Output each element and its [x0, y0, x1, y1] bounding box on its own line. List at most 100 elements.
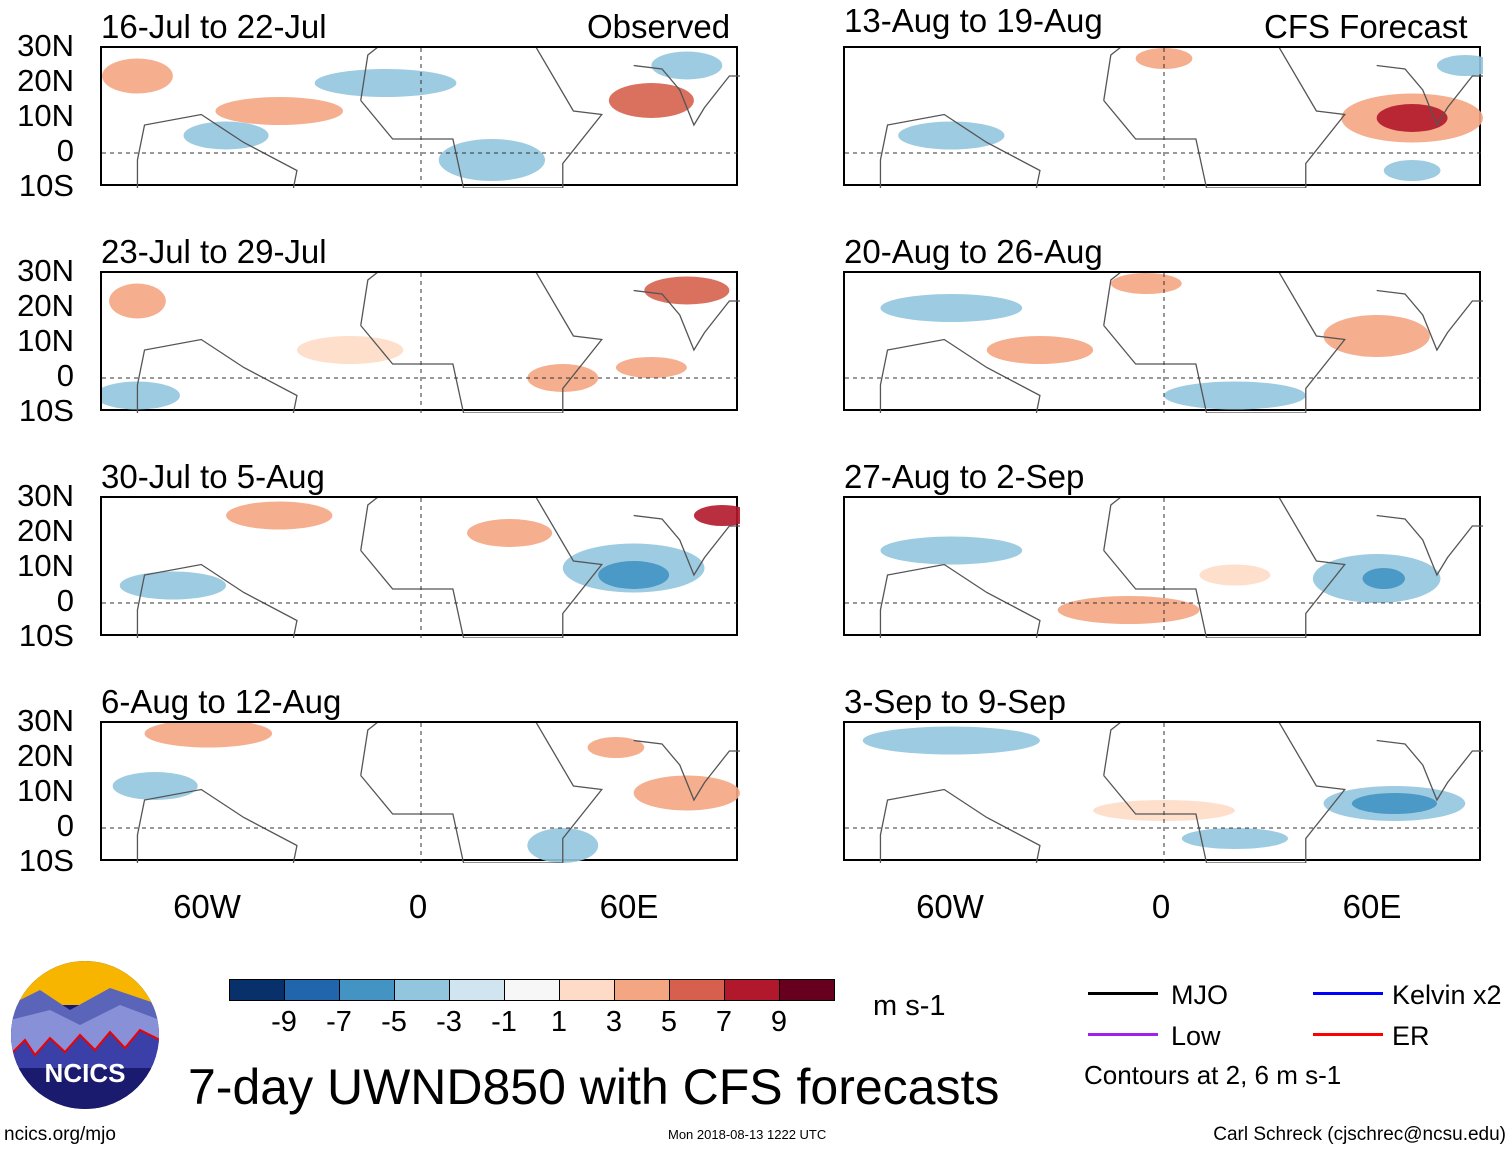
- forecast-label: CFS Forecast: [1264, 8, 1468, 45]
- colorbar-swatch: [449, 979, 505, 1001]
- anomaly-shading: [226, 501, 333, 530]
- anomaly-shading: [633, 775, 740, 811]
- anomaly-shading: [1164, 381, 1306, 410]
- anomaly-shading: [1110, 273, 1182, 294]
- lat-label: 0: [56, 583, 74, 618]
- legend-kelvin-label: Kelvin x2: [1392, 980, 1502, 1010]
- lat-label: 10S: [18, 393, 74, 428]
- asia-coastline: [633, 289, 740, 352]
- asia-coastline: [633, 514, 740, 577]
- lon-label-left-60e: 60E: [599, 888, 659, 925]
- africa-coastline: [360, 273, 603, 413]
- colorbar-tick: -9: [271, 1006, 297, 1038]
- figure-title: 7-day UWND850 with CFS forecasts: [188, 1059, 1000, 1115]
- colorbar-swatch: [339, 979, 395, 1001]
- colorbar-swatch: [394, 979, 450, 1001]
- anomaly-shading: [109, 283, 166, 319]
- lat-label: 10S: [18, 843, 74, 878]
- anomaly-shading: [183, 121, 269, 150]
- panel-title: 13-Aug to 19-Aug: [844, 2, 1103, 39]
- south-america-coastline: [879, 563, 1041, 638]
- anomaly-shading: [1436, 55, 1483, 76]
- anomaly-shading: [119, 571, 227, 600]
- map-panel-left-3: [100, 721, 740, 863]
- lon-label-left-0: 0: [408, 888, 428, 925]
- colorbar-tick: -5: [381, 1006, 407, 1038]
- lat-label: 30N: [17, 253, 74, 288]
- legend-kelvin-line: [1313, 992, 1383, 995]
- anomaly-shading: [862, 726, 1040, 755]
- anomaly-shading: [1351, 793, 1437, 814]
- asia-coastline: [633, 64, 740, 127]
- south-america-coastline: [136, 338, 298, 413]
- lat-label: 20N: [17, 63, 74, 98]
- colorbar-tick: -7: [326, 1006, 352, 1038]
- ncics-logo: NCICS: [10, 960, 160, 1110]
- lat-label: 0: [56, 133, 74, 168]
- anomaly-shading: [296, 336, 404, 364]
- map-panel-left-1: [100, 271, 740, 413]
- logo-text: NCICS: [45, 1058, 126, 1088]
- colorbar-swatch: [229, 979, 285, 1001]
- lat-label: 10N: [17, 98, 74, 133]
- anomaly-shading: [651, 51, 723, 80]
- asia-coastline: [1376, 289, 1483, 352]
- africa-coastline: [1103, 498, 1346, 638]
- anomaly-shading: [1383, 160, 1441, 181]
- legend-low-line: [1088, 1033, 1158, 1036]
- lat-label: 10N: [17, 548, 74, 583]
- colorbar-swatch: [284, 979, 340, 1001]
- africa-coastline: [360, 498, 603, 638]
- legend-note: Contours at 2, 6 m s-1: [1084, 1060, 1342, 1090]
- asia-coastline: [1376, 64, 1483, 127]
- lat-label: 30N: [17, 28, 74, 63]
- anomaly-shading: [898, 121, 1005, 150]
- colorbar-tick: -1: [491, 1006, 517, 1038]
- colorbar-tick: 1: [550, 1006, 568, 1038]
- anomaly-shading: [527, 364, 599, 392]
- colorbar-swatch: [724, 979, 780, 1001]
- panel-title: 6-Aug to 12-Aug: [101, 683, 342, 720]
- anomaly-shading: [1376, 104, 1448, 132]
- map-panel-right-3: [843, 721, 1483, 863]
- south-america-coastline: [879, 113, 1041, 188]
- anomaly-shading: [144, 723, 273, 748]
- anomaly-shading: [1199, 564, 1271, 586]
- colorbar-swatch: [669, 979, 725, 1001]
- africa-coastline: [1103, 48, 1346, 188]
- south-america-coastline: [136, 788, 298, 863]
- observed-label: Observed: [587, 8, 731, 45]
- south-america-coastline: [879, 338, 1041, 413]
- anomaly-shading: [608, 83, 694, 118]
- map-panel-right-1: [843, 271, 1483, 413]
- panel-title: 30-Jul to 5-Aug: [101, 458, 325, 495]
- africa-coastline: [1103, 723, 1346, 863]
- south-america-coastline: [136, 113, 298, 188]
- south-america-coastline: [879, 788, 1041, 863]
- map-panel-left-0: [100, 46, 740, 188]
- lon-label-left-60w: 60W: [173, 888, 241, 925]
- anomaly-shading: [438, 139, 546, 181]
- anomaly-shading: [615, 357, 687, 378]
- colorbar-swatch: [614, 979, 670, 1001]
- lon-label-right-60w: 60W: [916, 888, 984, 925]
- anomaly-shading: [1057, 596, 1200, 624]
- lat-label: 0: [56, 358, 74, 393]
- africa-coastline: [1103, 273, 1346, 413]
- lat-label: 0: [56, 808, 74, 843]
- legend-er-label: ER: [1392, 1021, 1430, 1051]
- asia-coastline: [1376, 739, 1483, 802]
- site-link[interactable]: ncics.org/mjo: [4, 1124, 116, 1145]
- colorbar-tick: 7: [715, 1006, 733, 1038]
- anomaly-shading: [314, 69, 457, 97]
- lat-label: 20N: [17, 288, 74, 323]
- anomaly-shading: [644, 276, 730, 305]
- colorbar-swatch: [779, 979, 835, 1001]
- africa-coastline: [360, 723, 603, 863]
- legend-low-label: Low: [1171, 1021, 1221, 1051]
- lat-label: 30N: [17, 478, 74, 513]
- colorbar-units: m s-1: [873, 990, 946, 1022]
- legend-mjo-label: MJO: [1171, 980, 1228, 1010]
- lon-label-right-60e: 60E: [1342, 888, 1402, 925]
